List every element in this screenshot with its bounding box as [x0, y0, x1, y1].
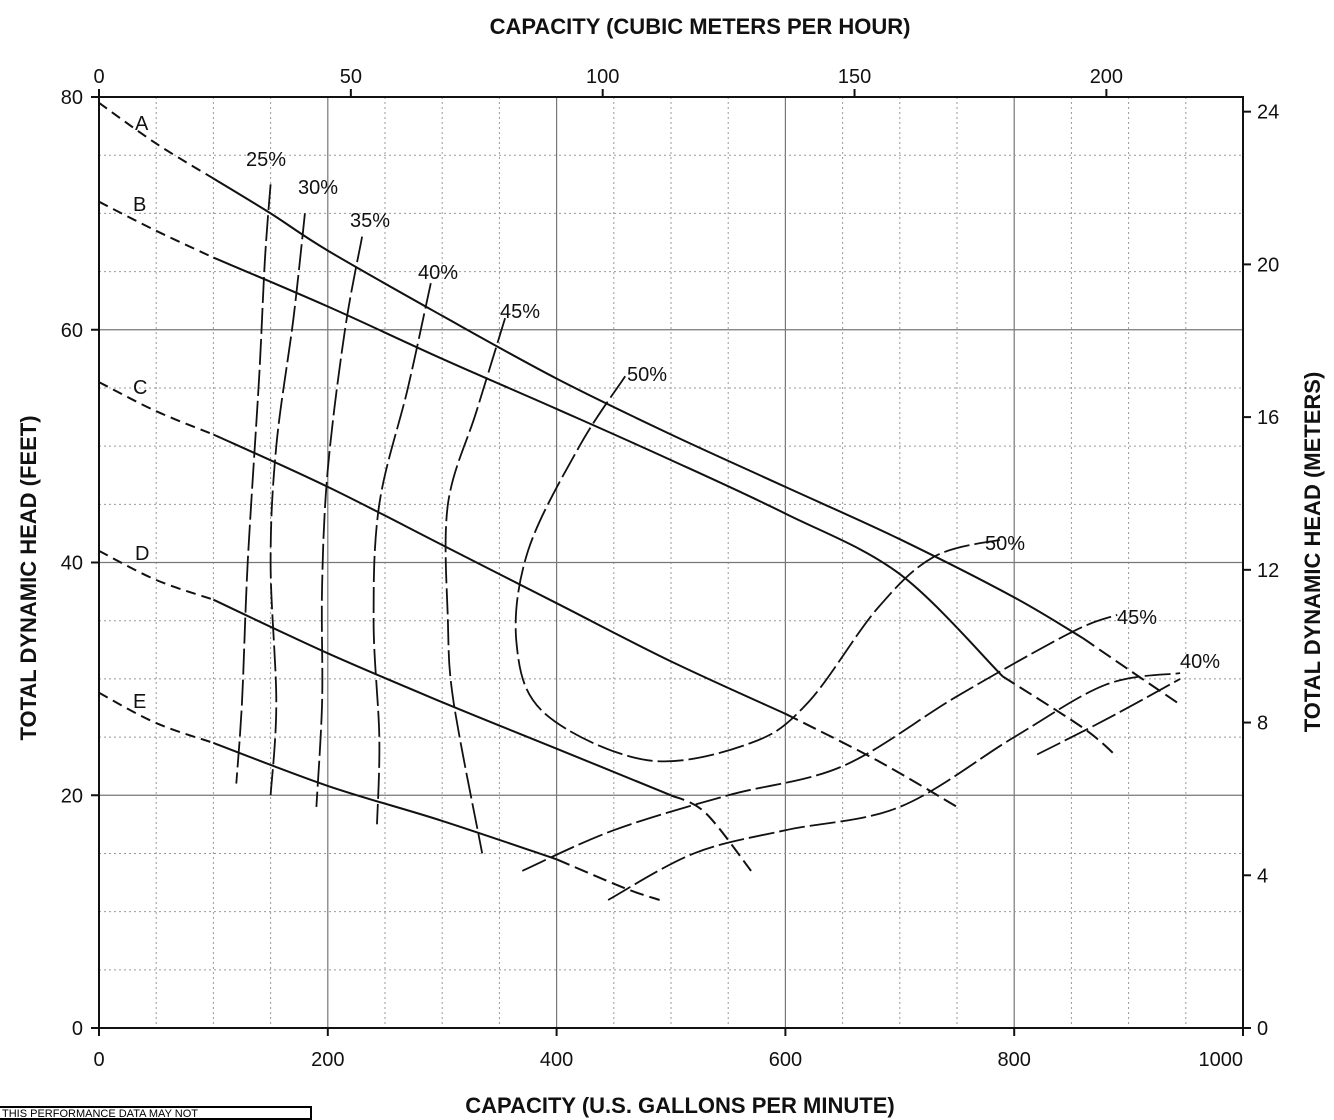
y-tick-label: 60 [61, 320, 83, 342]
pump-curve-E [213, 741, 557, 861]
label-eff-40-right: 40% [1180, 651, 1220, 673]
efficiency-curve-45pct-7 [607, 672, 1181, 901]
y-axis-title-right: TOTAL DYNAMIC HEAD (METERS) [1300, 372, 1325, 733]
y-tick-label: 20 [61, 785, 83, 807]
x-tick-label: 1000 [1199, 1049, 1244, 1071]
top-tick-label: 100 [586, 66, 619, 88]
y-axis-title-left: TOTAL DYNAMIC HEAD (FEET) [16, 415, 41, 740]
top-tick-label: 150 [838, 66, 871, 88]
pump-curve-A [212, 177, 1084, 639]
top-axis-title: CAPACITY (CUBIC METERS PER HOUR) [490, 14, 911, 39]
y-tick-label: 80 [61, 87, 83, 109]
pump-curve-A-start [98, 101, 214, 180]
efficiency-curves [235, 184, 1181, 901]
pump-curve-D [212, 598, 672, 797]
efficiency-curve-50pct-5 [514, 375, 1004, 763]
right-tick-label: 8 [1257, 713, 1268, 735]
label-eff-40: 40% [418, 262, 458, 284]
disclaimer-box: THIS PERFORMANCE DATA MAY NOT [0, 1106, 312, 1120]
label-D: D [135, 543, 149, 565]
efficiency-curve-40pct-3 [372, 283, 432, 825]
y-tick-label: 0 [72, 1018, 83, 1040]
y-tick-label: 40 [61, 553, 83, 575]
label-eff-25: 25% [246, 149, 286, 171]
label-eff-30: 30% [298, 177, 338, 199]
right-tick-label: 0 [1257, 1018, 1268, 1040]
label-E: E [133, 691, 146, 713]
label-eff-50-right: 50% [985, 533, 1025, 555]
label-A: A [135, 113, 149, 135]
label-eff-45-right: 45% [1117, 607, 1157, 629]
x-tick-label: 600 [769, 1049, 802, 1071]
label-eff-45: 45% [500, 301, 540, 323]
pump-curve-B-end [1002, 675, 1118, 758]
label-B: B [133, 194, 146, 216]
pump-curve-D-start [98, 550, 214, 601]
right-tick-label: 4 [1257, 865, 1268, 887]
pump-curve-D-end [670, 794, 752, 872]
top-tick-label: 200 [1090, 66, 1123, 88]
x-tick-label: 800 [998, 1049, 1031, 1071]
curve-labels: A B C D E 25% 30% 35% 40% 45% 50% 50% 45% 40% [133, 113, 1220, 713]
efficiency-curve-40pct-8 [1036, 678, 1181, 756]
top-tick-label: 0 [93, 66, 104, 88]
grid [99, 97, 1243, 1028]
x-tick-label: 200 [311, 1049, 344, 1071]
efficiency-curve-45pct-4 [444, 317, 506, 854]
pump-curve-C-start [98, 381, 214, 436]
efficiency-curve-25pct-0 [235, 184, 272, 784]
efficiency-curve-30pct-1 [269, 213, 306, 796]
pump-curve-B [213, 256, 1004, 678]
top-tick-label: 50 [340, 66, 362, 88]
right-tick-label: 24 [1257, 102, 1279, 124]
label-eff-35: 35% [350, 210, 390, 232]
pump-curves [98, 101, 1181, 901]
pump-curve-E-end [556, 858, 660, 901]
x-tick-label: 400 [540, 1049, 573, 1071]
x-axis-title: CAPACITY (U.S. GALLONS PER MINUTE) [465, 1093, 894, 1118]
x-tick-label: 0 [93, 1049, 104, 1071]
pump-curve-A-end [1082, 637, 1181, 706]
label-C: C [133, 377, 147, 399]
efficiency-curve-50pct-6 [521, 614, 1118, 872]
pump-curve-E-start [98, 691, 214, 744]
right-tick-label: 12 [1257, 560, 1279, 582]
pump-curve-C-end [784, 712, 958, 808]
right-tick-label: 16 [1257, 407, 1279, 429]
pump-curve-C [212, 433, 786, 715]
right-tick-label: 20 [1257, 254, 1279, 276]
efficiency-curve-35pct-2 [315, 236, 363, 807]
label-eff-50-top: 50% [627, 364, 667, 386]
pump-curve-B-start [98, 200, 214, 259]
